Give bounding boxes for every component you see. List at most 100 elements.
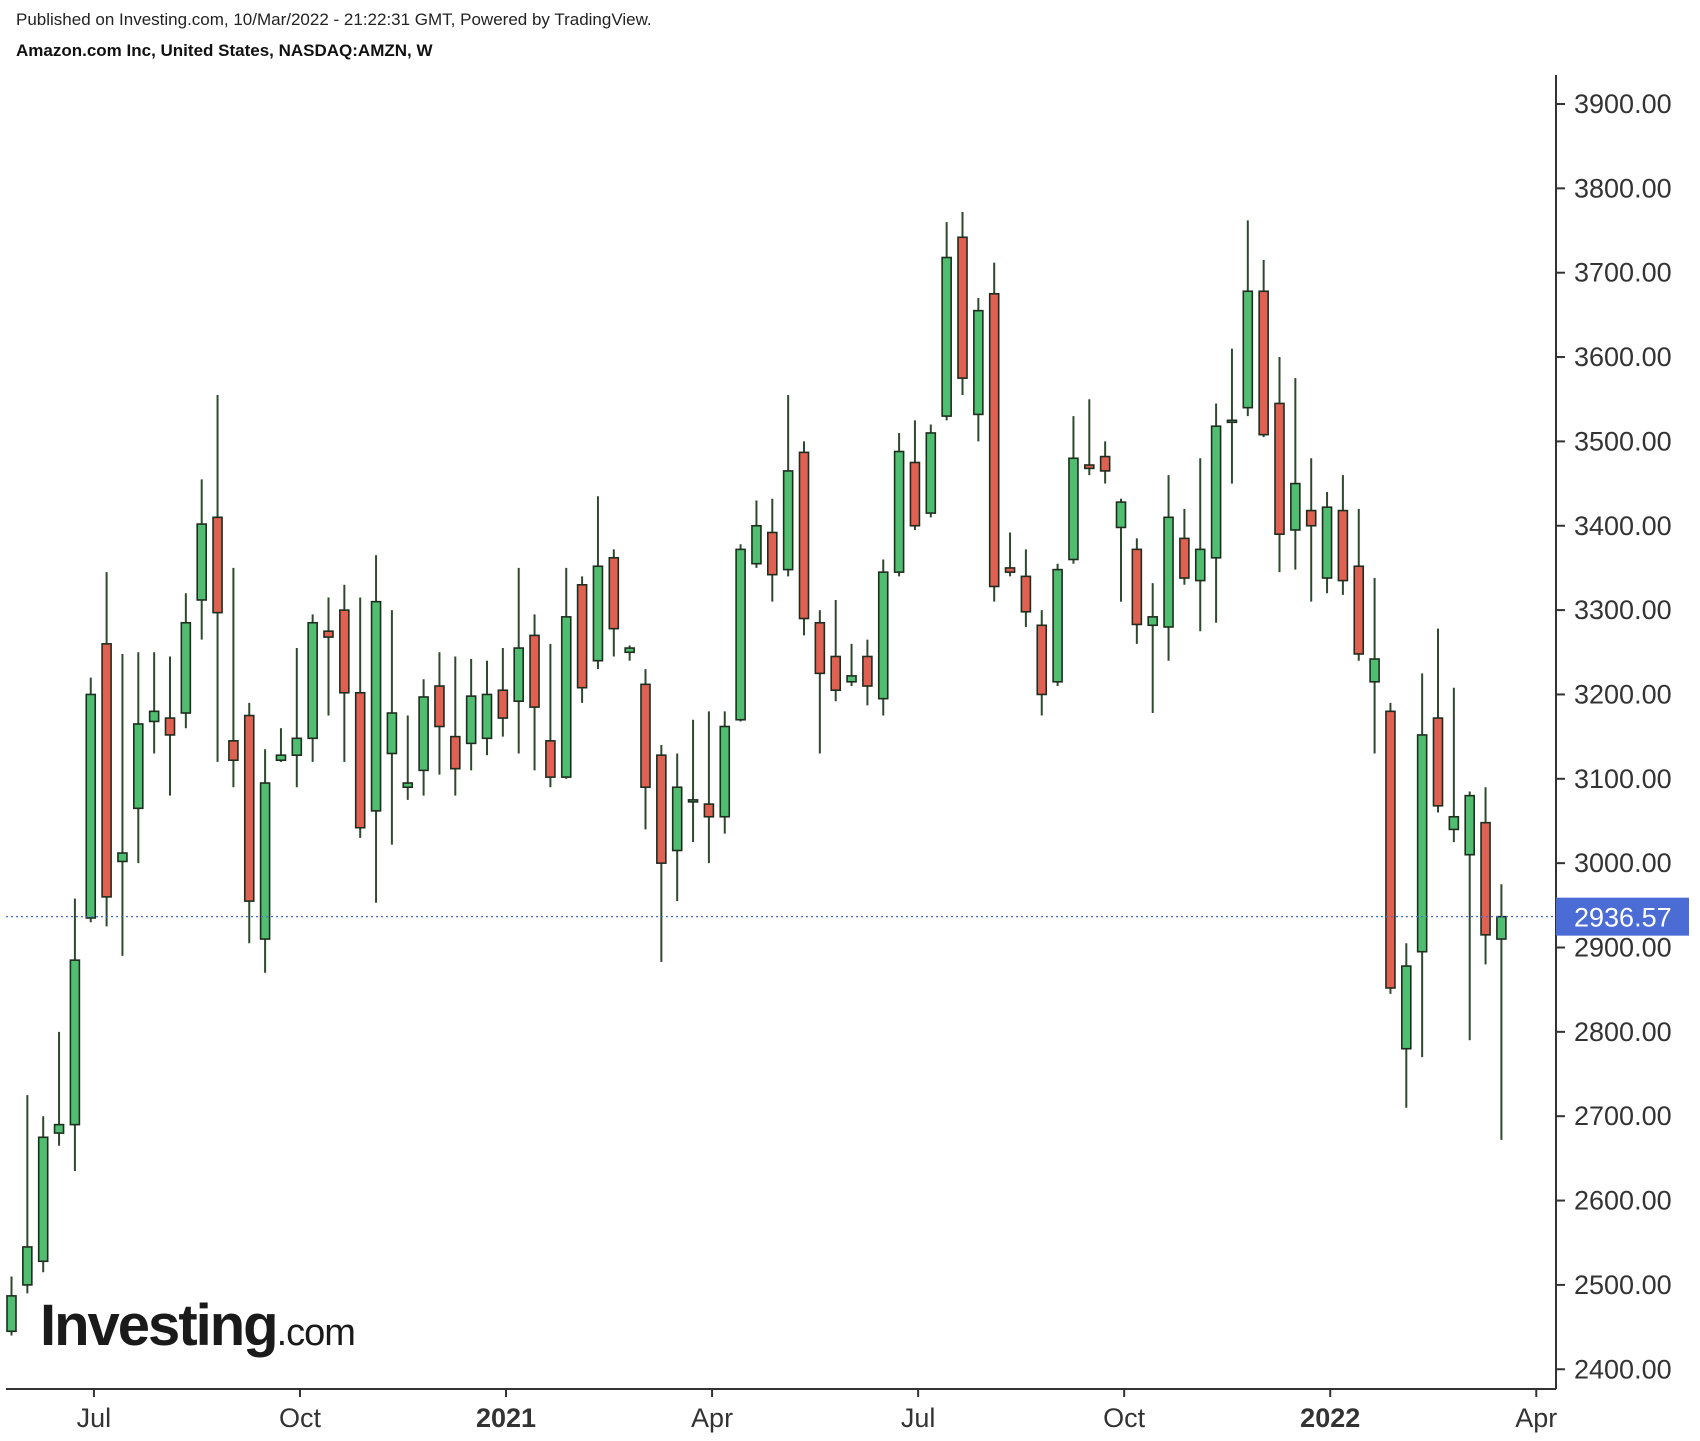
candle [1084, 399, 1095, 476]
candle [497, 648, 509, 737]
y-tick-label: 3300.00 [1574, 595, 1672, 625]
candle-body-up [1163, 516, 1174, 628]
candle-body-down [1004, 567, 1016, 573]
candle [1448, 687, 1460, 843]
y-tick-label: 3800.00 [1574, 173, 1672, 203]
candle [434, 652, 445, 775]
candle [988, 262, 1000, 602]
candle [1337, 475, 1349, 595]
y-tick-label: 3100.00 [1574, 764, 1672, 794]
candle-body-down [1385, 710, 1396, 989]
candle-body-up [259, 782, 271, 940]
candle-body-down [957, 236, 968, 379]
candle [545, 643, 556, 788]
candle-body-up [291, 737, 303, 756]
candle-body-up [973, 309, 984, 416]
x-tick-label: Apr [1515, 1403, 1557, 1433]
candle [893, 432, 905, 577]
candle [1290, 378, 1301, 570]
candle-body-up [465, 695, 477, 745]
candle-body-up [275, 754, 287, 762]
candle [1194, 458, 1206, 632]
candle [307, 614, 318, 762]
candle [22, 1095, 33, 1294]
candle [212, 395, 223, 762]
candle-body-up [592, 565, 604, 662]
candle [164, 656, 176, 796]
last-price-label: 2936.57 [1574, 903, 1672, 933]
candle [386, 610, 398, 845]
candle [909, 420, 921, 530]
candles-layer [6, 211, 1507, 1336]
candle [148, 652, 160, 754]
candle [1147, 583, 1158, 714]
candle [1179, 508, 1190, 585]
candle [275, 728, 287, 762]
candle-body-down [434, 685, 445, 728]
candle-body-down [1337, 509, 1349, 582]
candle-body-up [1496, 915, 1507, 940]
candle [656, 745, 667, 962]
candle [6, 1276, 17, 1336]
candle [862, 639, 873, 706]
x-tick-label: Oct [279, 1403, 322, 1433]
candle [418, 679, 429, 796]
candle-body-down [814, 621, 826, 675]
candle [481, 660, 493, 756]
candle-body-up [735, 548, 746, 721]
candle [671, 753, 683, 902]
candle [1401, 943, 1412, 1108]
x-tick-label: 2021 [476, 1403, 536, 1433]
candle-body-up [85, 693, 97, 919]
candle [830, 599, 842, 702]
candle-body-down [608, 557, 620, 630]
candle-body-down [830, 655, 842, 692]
candle [85, 677, 97, 923]
candle [465, 659, 477, 771]
candle-body-down [497, 689, 509, 719]
candle [402, 715, 414, 800]
candle-body-down [101, 643, 112, 898]
candle-body-down [354, 691, 366, 829]
candle-body-up [1369, 658, 1380, 683]
candle-body-up [180, 621, 192, 714]
candle-body-up [1416, 734, 1428, 953]
candle-body-down [1099, 455, 1111, 472]
candle [354, 597, 366, 838]
published-note: Published on Investing.com, 10/Mar/2022 … [16, 10, 652, 29]
candle-body-up [893, 450, 905, 573]
x-tick-label: Oct [1103, 1403, 1146, 1433]
candle-body-down [1353, 565, 1365, 655]
y-tick-label: 2400.00 [1574, 1354, 1672, 1384]
candle-body-down [988, 292, 1000, 588]
candle-body-up [671, 786, 683, 852]
candle-body-down [339, 609, 350, 694]
y-tick-label: 3000.00 [1574, 848, 1672, 878]
candle-body-up [402, 782, 414, 789]
candle [1163, 475, 1174, 661]
candle [624, 645, 635, 661]
candle [37, 1116, 49, 1273]
candle-body-up [1210, 425, 1222, 559]
candle [1496, 884, 1507, 1140]
candle-body-down [798, 451, 810, 620]
candle [1480, 787, 1491, 965]
candle-body-up [1290, 482, 1301, 531]
candle [117, 653, 128, 956]
y-tick-label: 3900.00 [1574, 89, 1672, 119]
candle [323, 597, 334, 716]
candle-body-up [560, 616, 572, 778]
y-tick-label: 3500.00 [1574, 426, 1672, 456]
candle-body-down [243, 714, 255, 902]
candle-body-up [1068, 457, 1079, 561]
candle [513, 567, 525, 754]
candle-body-down [1274, 402, 1285, 535]
candle [1258, 260, 1269, 438]
candle-body-up [117, 852, 128, 863]
x-tick-label: Jul [77, 1403, 112, 1433]
candle [941, 222, 952, 421]
candle [814, 610, 826, 754]
candle-body-up [307, 621, 318, 740]
candle-body-up [1321, 506, 1333, 579]
